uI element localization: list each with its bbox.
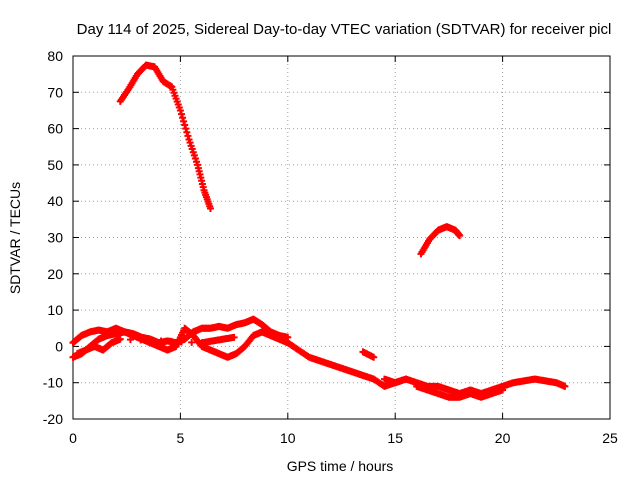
series-arc-tail-1 bbox=[359, 348, 378, 361]
series-arc-high-2 bbox=[417, 223, 464, 258]
ticks: 0 5 10 15 20 25 -20 -10 0 10 20 30 40 50 60 70 80 bbox=[43, 48, 618, 446]
data-point bbox=[499, 386, 507, 394]
y-tick-label: 30 bbox=[47, 230, 63, 246]
data-point bbox=[456, 232, 464, 240]
x-axis-label: GPS time / hours bbox=[287, 458, 394, 474]
y-tick-label: 10 bbox=[47, 302, 63, 318]
x-tick-label: 25 bbox=[602, 430, 618, 446]
data-point bbox=[157, 337, 165, 345]
data-point bbox=[116, 335, 124, 343]
data-point bbox=[147, 337, 155, 345]
data-point bbox=[177, 110, 185, 118]
y-tick-label: 20 bbox=[47, 266, 63, 282]
data-point bbox=[561, 382, 569, 390]
data-point bbox=[167, 337, 175, 345]
data-point bbox=[188, 338, 196, 346]
y-tick-label: 60 bbox=[47, 121, 63, 137]
data-point bbox=[179, 114, 187, 122]
x-tick-label: 15 bbox=[387, 430, 403, 446]
y-tick-label: 50 bbox=[47, 157, 63, 173]
series-arc-low-3 bbox=[73, 333, 238, 358]
y-tick-label: 0 bbox=[55, 338, 63, 354]
data-point bbox=[184, 132, 192, 140]
y-tick-label: -20 bbox=[43, 411, 63, 427]
data-point bbox=[180, 117, 188, 125]
data-point bbox=[182, 125, 190, 133]
data-point bbox=[177, 338, 185, 346]
grid bbox=[73, 56, 610, 419]
data-point bbox=[181, 121, 189, 129]
y-tick-label: -10 bbox=[43, 375, 63, 391]
series-arc-tail-3 bbox=[413, 382, 507, 401]
data-point bbox=[176, 106, 184, 114]
chart-title: Day 114 of 2025, Sidereal Day-to-day VTE… bbox=[77, 21, 612, 38]
y-tick-label: 80 bbox=[47, 48, 63, 64]
data-point bbox=[370, 353, 378, 361]
x-tick-label: 5 bbox=[177, 430, 185, 446]
x-tick-label: 10 bbox=[280, 430, 296, 446]
data-point bbox=[126, 336, 134, 344]
x-tick-label: 20 bbox=[495, 430, 511, 446]
data-point bbox=[206, 204, 214, 212]
x-tick-label: 0 bbox=[69, 430, 77, 446]
data-point bbox=[183, 128, 191, 136]
y-axis-label: SDTVAR / TECUs bbox=[7, 182, 23, 294]
data-points bbox=[69, 61, 569, 401]
data-point bbox=[230, 333, 238, 341]
series-arc-high-1 bbox=[116, 61, 214, 212]
y-tick-label: 40 bbox=[47, 193, 63, 209]
y-tick-label: 70 bbox=[47, 84, 63, 100]
data-point bbox=[137, 336, 145, 344]
